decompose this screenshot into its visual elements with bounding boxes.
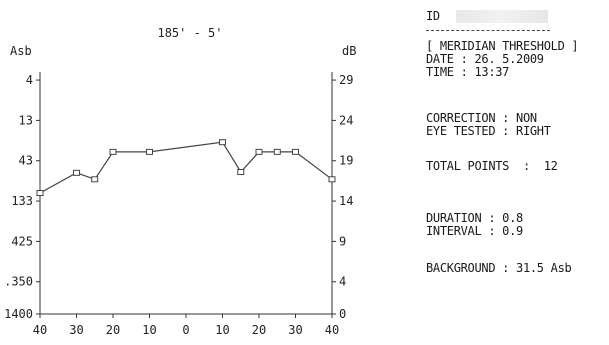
correction-line: CORRECTION : NON — [426, 111, 537, 125]
left-axis-label: Asb — [10, 44, 32, 58]
right-tick-label: 4 — [339, 275, 346, 289]
chart-title: 185' - 5' — [157, 26, 222, 40]
x-tick-label: 40 — [325, 323, 339, 337]
x-tick-label: 40 — [33, 323, 47, 337]
eye-tested-line: EYE TESTED : RIGHT — [426, 124, 551, 138]
threshold-chart: 185' - 5' Asb dB 4 29 13 24 43 19 133 14 425 9 .35… — [4, 26, 356, 337]
x-tick-label: 30 — [69, 323, 83, 337]
id-underline — [426, 30, 550, 31]
x-tick-label: 10 — [142, 323, 156, 337]
x-tick-label: 20 — [252, 323, 266, 337]
x-tick-label: 20 — [106, 323, 120, 337]
date-line: DATE : 26. 5.2009 — [426, 52, 544, 66]
data-point-marker — [328, 176, 336, 183]
total-points-line: TOTAL POINTS : 12 — [426, 159, 558, 173]
data-point-marker — [73, 169, 80, 176]
background-line: BACKGROUND : 31.5 Asb — [426, 261, 572, 275]
data-point-marker — [109, 148, 117, 155]
x-tick-label: 0 — [182, 323, 189, 337]
duration-line: DURATION : 0.8 — [426, 211, 523, 225]
interval-line: INTERVAL : 0.9 — [426, 224, 523, 238]
data-point-marker — [292, 148, 299, 155]
right-tick-label: 24 — [339, 113, 353, 127]
left-tick-label: 43 — [19, 154, 33, 168]
data-point-marker — [273, 148, 281, 155]
data-point-marker — [219, 139, 226, 146]
left-tick-label: 13 — [19, 113, 33, 127]
threshold-series-line — [39, 141, 333, 194]
right-tick-label: 14 — [339, 194, 353, 208]
series-layer — [36, 139, 336, 196]
right-tick-label: 0 — [339, 307, 346, 321]
time-line: TIME : 13:37 — [426, 65, 510, 79]
left-tick-label: .350 — [4, 275, 33, 289]
data-point-marker — [91, 176, 99, 183]
id-redacted-value — [456, 10, 548, 23]
right-axis-label: dB — [342, 44, 356, 58]
right-tick-label: 9 — [339, 234, 346, 248]
left-tick-label: 133 — [11, 194, 33, 208]
x-tick-label: 10 — [215, 323, 229, 337]
test-info-panel: ID [ MERIDIAN THRESHOLD ] DATE : 26. 5.2… — [426, 0, 609, 275]
right-tick-label: 19 — [339, 154, 353, 168]
test-title: [ MERIDIAN THRESHOLD ] — [426, 39, 579, 53]
id-label: ID — [426, 9, 440, 23]
right-tick-label: 29 — [339, 73, 353, 87]
data-point-marker — [237, 169, 245, 176]
left-tick-label: 425 — [11, 234, 33, 248]
data-point-marker — [255, 148, 263, 155]
data-point-marker — [36, 190, 44, 196]
x-tick-label: 30 — [288, 323, 302, 337]
data-point-marker — [146, 148, 153, 155]
left-tick-label: 4 — [26, 73, 33, 87]
left-tick-label: 1400 — [4, 307, 33, 321]
